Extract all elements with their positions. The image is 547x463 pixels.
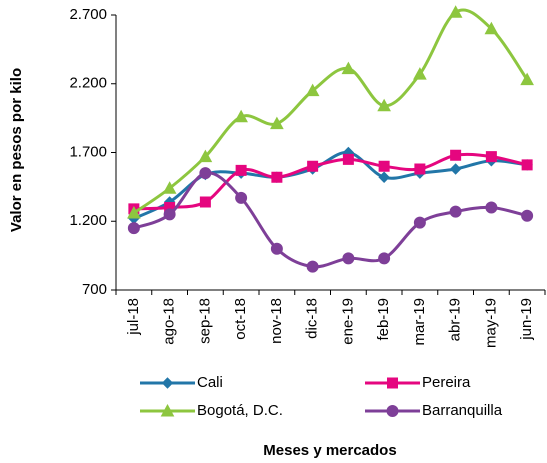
data-point bbox=[378, 171, 390, 183]
legend-marker bbox=[161, 377, 174, 389]
y-axis-title: Valor en pesos por kilo bbox=[8, 68, 25, 232]
data-point bbox=[235, 164, 247, 176]
x-tick-label: mar-19 bbox=[411, 298, 428, 346]
data-point bbox=[305, 83, 320, 97]
data-point bbox=[163, 208, 176, 221]
y-tick-label: 1.700 bbox=[69, 143, 107, 160]
data-point bbox=[199, 167, 212, 180]
data-point bbox=[341, 61, 356, 75]
legend-marker bbox=[387, 377, 398, 389]
data-point bbox=[449, 205, 462, 218]
data-point bbox=[413, 216, 426, 229]
data-point bbox=[520, 72, 534, 86]
data-point bbox=[448, 5, 463, 18]
legend-label: Bogotá, D.C. bbox=[197, 402, 283, 419]
x-tick-label: oct-18 bbox=[232, 298, 249, 340]
data-point bbox=[377, 98, 391, 112]
data-point bbox=[270, 242, 283, 255]
data-point bbox=[378, 252, 391, 265]
data-point bbox=[127, 205, 141, 219]
data-point bbox=[449, 163, 462, 175]
data-point bbox=[450, 149, 462, 161]
data-point bbox=[198, 149, 213, 163]
x-tick-label: abr-19 bbox=[447, 298, 464, 341]
data-point bbox=[342, 252, 355, 265]
data-point bbox=[306, 260, 319, 273]
data-point bbox=[378, 160, 390, 172]
legend-label: Barranquilla bbox=[422, 402, 503, 419]
data-point bbox=[342, 153, 354, 165]
data-point bbox=[521, 159, 533, 171]
x-tick-label: feb-19 bbox=[375, 298, 392, 341]
y-tick-label: 2.200 bbox=[69, 75, 107, 92]
x-tick-label: ene-19 bbox=[339, 298, 356, 345]
x-tick-label: nov-18 bbox=[268, 298, 285, 344]
x-tick-label: jul-18 bbox=[125, 298, 142, 336]
data-point bbox=[485, 151, 497, 163]
x-tick-label: ago-18 bbox=[161, 298, 178, 345]
data-point bbox=[270, 116, 284, 130]
data-point bbox=[234, 109, 248, 123]
y-tick-label: 700 bbox=[82, 281, 107, 298]
legend-label: Pereira bbox=[422, 374, 471, 391]
y-tick-label: 1.200 bbox=[69, 212, 107, 229]
data-point bbox=[199, 196, 211, 208]
y-tick-label: 2.700 bbox=[69, 6, 107, 23]
x-tick-label: dic-18 bbox=[304, 298, 321, 339]
series-line bbox=[133, 171, 528, 269]
data-point bbox=[413, 67, 427, 80]
legend-label: Cali bbox=[197, 374, 223, 391]
data-point bbox=[271, 171, 283, 183]
data-point bbox=[127, 222, 140, 235]
x-axis-title: Meses y mercados bbox=[263, 442, 396, 459]
x-tick-label: jun-19 bbox=[518, 298, 535, 341]
data-point bbox=[162, 181, 177, 194]
x-tick-label: sep-18 bbox=[196, 298, 213, 344]
data-point bbox=[414, 163, 426, 175]
data-point bbox=[521, 209, 534, 222]
legend-marker bbox=[386, 405, 399, 417]
data-point bbox=[484, 21, 499, 35]
legend-marker bbox=[160, 403, 175, 417]
data-point bbox=[307, 160, 319, 172]
data-point bbox=[485, 201, 498, 214]
data-point bbox=[235, 191, 248, 204]
x-tick-label: may-19 bbox=[482, 298, 499, 348]
